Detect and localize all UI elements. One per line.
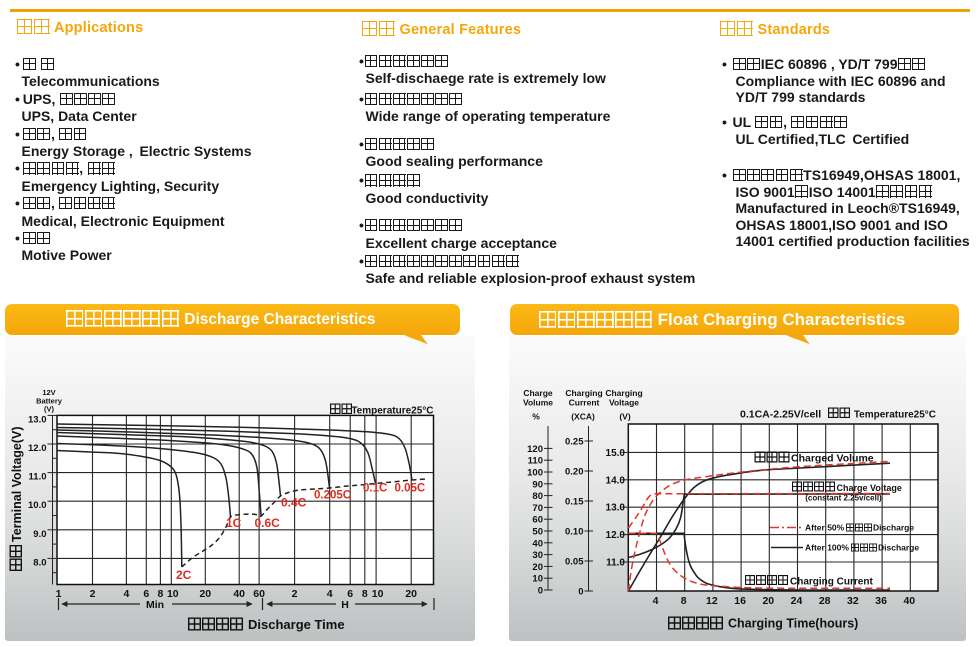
svg-text:0.4C: 0.4C: [281, 496, 307, 510]
svg-text:0.20: 0.20: [565, 467, 584, 478]
svg-text:0.6C: 0.6C: [255, 516, 281, 530]
svg-text:Charge Voltage: Charge Voltage: [837, 483, 902, 493]
svg-text:12.0: 12.0: [28, 443, 47, 454]
svg-text:20: 20: [405, 588, 417, 600]
svg-text:Discharge: Discharge: [873, 523, 914, 533]
svg-text:(V): (V): [44, 405, 55, 414]
svg-text:Charge: Charge: [523, 388, 553, 398]
svg-text:2: 2: [292, 588, 298, 600]
svg-text:4: 4: [327, 588, 333, 600]
svg-text:Charging Current: Charging Current: [790, 577, 873, 588]
svg-text:6: 6: [347, 588, 353, 600]
svg-text:10: 10: [372, 588, 384, 600]
svg-text:(V): (V): [619, 412, 631, 422]
svg-text:Current: Current: [569, 398, 600, 408]
svg-text:28: 28: [819, 595, 831, 607]
svg-text:4: 4: [123, 588, 129, 600]
svg-text:13.0: 13.0: [28, 414, 47, 425]
svg-text:100: 100: [527, 468, 543, 479]
svg-text:30: 30: [532, 550, 543, 561]
svg-text:8.0: 8.0: [33, 557, 46, 568]
svg-text:Temperature25°C: Temperature25°C: [351, 406, 433, 417]
svg-text:4: 4: [653, 595, 659, 607]
svg-text:8: 8: [157, 588, 163, 600]
svg-text:Charging Time(hours): Charging Time(hours): [728, 617, 858, 631]
svg-text:After 100%: After 100%: [805, 543, 849, 553]
svg-text:24: 24: [791, 595, 803, 607]
svg-text:Temperature25°C: Temperature25°C: [854, 410, 936, 421]
svg-text:0.1CA-2.25V/cell: 0.1CA-2.25V/cell: [740, 409, 821, 421]
svg-text:1: 1: [56, 588, 62, 600]
svg-text:11.0: 11.0: [29, 472, 47, 483]
svg-text:After 50%: After 50%: [805, 523, 845, 533]
svg-text:32: 32: [847, 595, 859, 607]
svg-text:60: 60: [253, 588, 265, 600]
svg-text:8: 8: [681, 595, 687, 607]
svg-text:9.0: 9.0: [33, 529, 46, 540]
svg-text:10: 10: [532, 574, 543, 585]
svg-text:2: 2: [90, 588, 96, 600]
svg-text:12.0: 12.0: [606, 530, 626, 541]
svg-text:120: 120: [527, 444, 543, 455]
svg-text:0.05C: 0.05C: [395, 483, 426, 495]
svg-text:2C: 2C: [176, 568, 192, 582]
svg-text:(XCA): (XCA): [571, 412, 595, 422]
svg-text:0.05: 0.05: [565, 557, 584, 568]
svg-text:14.0: 14.0: [606, 475, 626, 486]
svg-text:40: 40: [903, 595, 915, 607]
svg-text:0.1C: 0.1C: [363, 483, 387, 495]
svg-text:0.25: 0.25: [565, 437, 584, 448]
svg-text:90: 90: [532, 479, 543, 490]
svg-text:20: 20: [532, 562, 543, 573]
svg-text:0: 0: [578, 587, 583, 598]
svg-text:11.0: 11.0: [606, 558, 625, 569]
svg-text:Charging: Charging: [565, 388, 602, 398]
svg-text:70: 70: [532, 503, 543, 514]
svg-text:12: 12: [706, 595, 718, 607]
svg-text:Voltage: Voltage: [609, 398, 639, 408]
svg-text:%: %: [532, 412, 540, 422]
svg-text:Charged Volume: Charged Volume: [791, 453, 874, 465]
svg-text:0.15: 0.15: [565, 497, 584, 508]
svg-text:10.0: 10.0: [28, 500, 47, 511]
svg-text:20: 20: [199, 588, 211, 600]
svg-text:Battery: Battery: [36, 397, 63, 406]
svg-text:Min: Min: [146, 599, 164, 611]
svg-text:50: 50: [532, 527, 543, 538]
svg-text:0.10: 0.10: [565, 527, 584, 538]
svg-text:1C: 1C: [226, 516, 242, 530]
svg-text:13.0: 13.0: [606, 503, 626, 514]
svg-text:Discharge: Discharge: [878, 543, 919, 553]
svg-text:Charging: Charging: [605, 388, 642, 398]
svg-text:60: 60: [532, 515, 543, 526]
svg-text:10: 10: [167, 588, 179, 600]
svg-text:0.205C: 0.205C: [314, 490, 351, 502]
svg-text:40: 40: [233, 588, 245, 600]
svg-text:0: 0: [538, 586, 543, 597]
svg-text:H: H: [341, 599, 349, 611]
svg-text:16: 16: [734, 595, 746, 607]
svg-text:12V: 12V: [42, 388, 55, 397]
svg-text:110: 110: [528, 456, 543, 467]
svg-text:Discharge Time: Discharge Time: [248, 617, 345, 632]
svg-text:36: 36: [875, 595, 887, 607]
svg-text:40: 40: [532, 538, 543, 549]
svg-text:6: 6: [143, 588, 149, 600]
svg-text:80: 80: [532, 491, 543, 502]
svg-text:(constant 2.25v/cell): (constant 2.25v/cell): [805, 494, 882, 503]
svg-text:Volume: Volume: [523, 398, 553, 408]
svg-text:15.0: 15.0: [606, 448, 626, 459]
svg-text:20: 20: [762, 595, 774, 607]
svg-text:8: 8: [362, 588, 368, 600]
svg-text:Terminal Voltage(V): Terminal Voltage(V): [10, 426, 24, 542]
